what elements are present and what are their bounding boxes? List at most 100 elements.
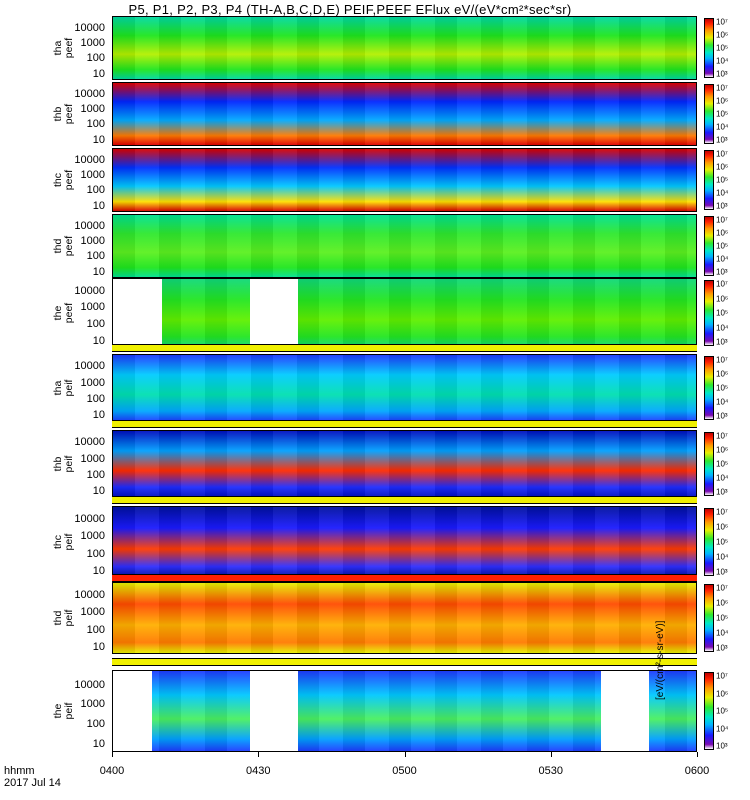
- x-tick-label: 0600: [684, 765, 710, 777]
- spectrogram-panel: [112, 354, 697, 422]
- y-tick-label: 10000: [74, 512, 105, 525]
- colorbar-tick-label: 10⁷: [716, 671, 728, 681]
- colorbar-tick-label: 10⁴: [716, 56, 729, 66]
- y-tick-label: 100: [86, 392, 105, 405]
- y-tick-label: 1000: [80, 301, 105, 314]
- colorbar-tick-label: 10³: [716, 337, 728, 347]
- colorbar: [704, 216, 714, 276]
- colorbar-tick-label: 10⁴: [716, 552, 729, 562]
- colorbar-tick-label: 10³: [716, 267, 728, 277]
- colorbar-tick-label: 10⁴: [716, 724, 729, 733]
- time-bins-overlay: [113, 83, 696, 145]
- colorbar-tick-label: 10³: [716, 69, 728, 79]
- colorbar-tick-label: 10⁴: [716, 397, 729, 407]
- panel-label: thb peif: [52, 455, 75, 473]
- colorbar-tick-label: 10⁷: [716, 583, 728, 593]
- colorbar-tick-label: 10⁵: [716, 459, 729, 469]
- y-tick-label: 100: [86, 118, 105, 131]
- y-tick-label: 100: [86, 468, 105, 481]
- colorbar: [704, 508, 714, 576]
- colorbar-tick-label: 10⁷: [716, 355, 728, 365]
- y-tick-label: 10000: [74, 219, 105, 232]
- spectrogram-panel: [112, 16, 697, 80]
- panel-label: thb peef: [52, 103, 75, 125]
- colorbar-tick-label: 10⁵: [716, 109, 729, 119]
- separator-strip: [112, 496, 697, 504]
- x-tick-mark: [404, 752, 406, 757]
- y-tick-label: 1000: [80, 698, 105, 711]
- y-tick-label: 10000: [74, 153, 105, 166]
- x-tick-label: 0530: [538, 765, 563, 777]
- colorbar: [704, 672, 714, 750]
- colorbar-tick-label: 10⁶: [716, 30, 729, 40]
- data-gap: [113, 671, 152, 751]
- y-tick-label: 1000: [80, 376, 105, 389]
- panel-label: tha peif: [52, 379, 75, 397]
- colorbar: [704, 584, 714, 652]
- colorbar-tick-label: 10⁴: [716, 473, 729, 483]
- time-bins-overlay: [113, 149, 696, 211]
- y-tick-label: 1000: [80, 452, 105, 465]
- panel-label: thd peif: [52, 609, 75, 627]
- spectrogram-panel: [112, 148, 697, 212]
- colorbar-tick-label: 10⁴: [716, 122, 729, 132]
- x-tick-mark: [258, 752, 260, 757]
- y-tick-label: 100: [86, 318, 105, 331]
- colorbar-tick-label: 10⁶: [716, 228, 729, 238]
- y-tick-label: 10: [92, 265, 105, 278]
- x-tick-label: 0500: [392, 765, 417, 777]
- separator-strip: [112, 574, 697, 582]
- colorbar: [704, 18, 714, 78]
- colorbar: [704, 280, 714, 346]
- y-tick-label: 1000: [80, 102, 105, 115]
- y-tick-label: 1000: [80, 530, 105, 543]
- y-tick-label: 100: [86, 250, 105, 263]
- colorbar-tick-label: 10⁵: [716, 175, 729, 185]
- y-tick-label: 10000: [74, 436, 105, 449]
- spectrogram-panel: [112, 582, 697, 654]
- panel-label: thc peif: [52, 533, 75, 551]
- colorbar-tick-label: 10⁵: [716, 537, 729, 547]
- y-tick-label: 10000: [74, 360, 105, 373]
- separator-strip: [112, 658, 697, 666]
- y-tick-label: 10: [92, 640, 105, 653]
- colorbar-tick-label: 10³: [716, 567, 728, 577]
- colorbar-tick-label: 10⁵: [716, 308, 729, 318]
- time-bins-overlay: [113, 215, 696, 277]
- panel-label: the peif: [52, 702, 75, 720]
- colorbar-tick-label: 10⁷: [716, 507, 728, 517]
- y-tick-label: 10000: [74, 284, 105, 297]
- y-tick-label: 1000: [80, 36, 105, 49]
- spectrogram-panel: [112, 506, 697, 578]
- y-tick-label: 100: [86, 184, 105, 197]
- y-tick-label: 10: [92, 485, 105, 498]
- panel-label: tha peef: [52, 37, 75, 59]
- spectrogram-panel: [112, 82, 697, 146]
- colorbar-tick-label: 10⁶: [716, 689, 729, 698]
- colorbar-tick-label: 10³: [716, 487, 728, 497]
- panel-label: thd peef: [52, 235, 75, 257]
- colorbar-tick-label: 10⁴: [716, 254, 729, 264]
- colorbar-tick-label: 10⁴: [716, 188, 729, 198]
- data-gap: [249, 671, 299, 751]
- colorbar-tick-label: 10³: [716, 411, 728, 421]
- colorbar-tick-label: 10³: [716, 741, 728, 751]
- colorbar-tick-label: 10⁶: [716, 445, 729, 455]
- y-tick-label: 1000: [80, 168, 105, 181]
- panel-label: thc peef: [52, 169, 75, 191]
- time-bins-overlay: [113, 17, 696, 79]
- y-tick-label: 100: [86, 718, 105, 731]
- x-axis-title: hhmm: [4, 765, 35, 777]
- y-tick-label: 10: [92, 133, 105, 146]
- colorbar-units-label: [eV/(cm²-s-sr-eV)]: [655, 620, 666, 700]
- spectrogram-panel: [112, 670, 697, 752]
- y-tick-label: 10: [92, 199, 105, 212]
- time-bins-overlay: [113, 355, 696, 421]
- colorbar-tick-label: 10⁶: [716, 598, 729, 608]
- time-bins-overlay: [113, 507, 696, 577]
- y-tick-label: 10000: [74, 678, 105, 691]
- x-tick-mark: [697, 752, 698, 757]
- colorbar-tick-label: 10⁶: [716, 96, 729, 106]
- colorbar-tick-label: 10⁵: [716, 706, 729, 716]
